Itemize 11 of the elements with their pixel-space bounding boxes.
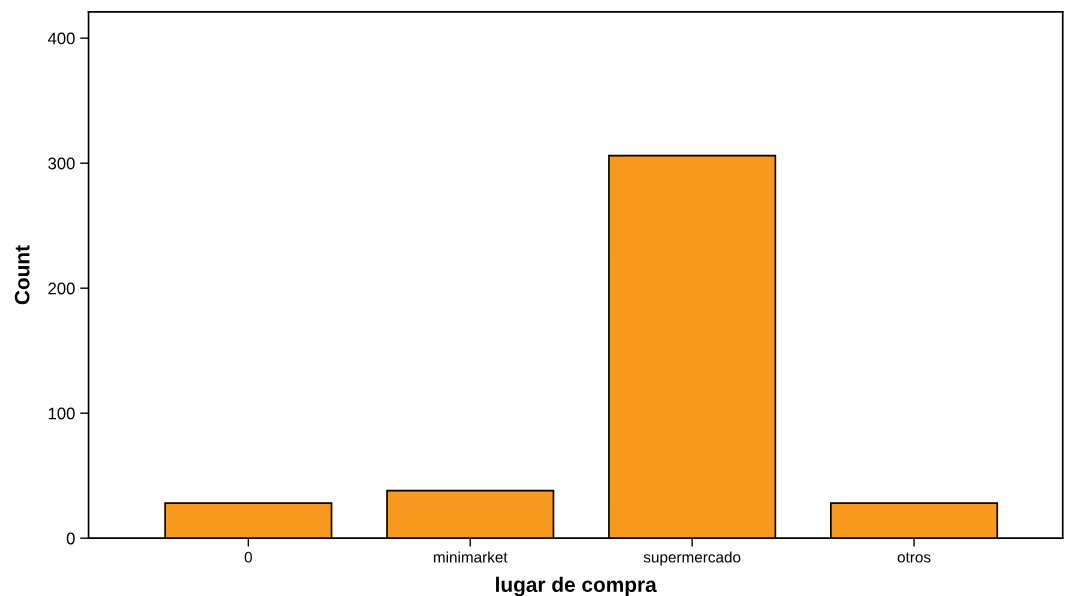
- x-tick-label: minimarket: [433, 551, 508, 563]
- y-axis-title: Count: [14, 245, 30, 305]
- x-tick-label: supermercado: [643, 551, 741, 566]
- y-tick-label: 400: [47, 32, 75, 45]
- x-axis-title: lugar de compra: [496, 576, 657, 596]
- y-tick-label: 100: [48, 407, 75, 420]
- y-tick-label: 200: [48, 282, 75, 295]
- y-tick-label: 300: [48, 157, 75, 170]
- x-tick-label: 0: [244, 551, 252, 563]
- x-tick-label: otros: [897, 552, 931, 563]
- y-tick-label: 0: [66, 532, 75, 545]
